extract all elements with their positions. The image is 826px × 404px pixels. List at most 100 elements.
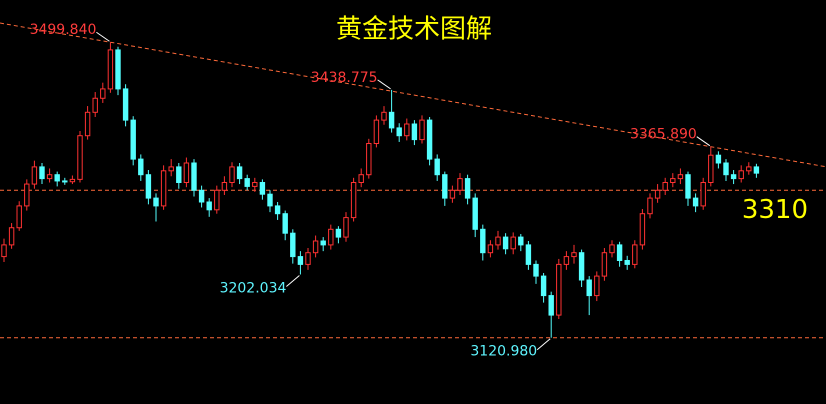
candle-body	[24, 183, 30, 207]
candle-body	[434, 158, 440, 176]
candle-body	[480, 228, 486, 254]
candle-body	[396, 127, 402, 137]
candle-body	[685, 174, 691, 199]
candle-body	[320, 240, 326, 246]
annotation-arrow	[696, 136, 711, 147]
candle-body	[335, 228, 342, 238]
candle-body	[464, 178, 471, 199]
candle-body	[533, 263, 539, 277]
candle-body	[472, 197, 478, 230]
candle-body	[84, 111, 91, 137]
candle-body	[411, 123, 418, 141]
candle-body	[145, 174, 152, 199]
candle-body	[723, 162, 729, 176]
candle-body	[495, 236, 501, 246]
candle-body	[274, 205, 281, 215]
candle-body	[16, 205, 22, 229]
candle-body	[647, 197, 653, 215]
candle-body	[662, 182, 668, 191]
candle-body	[502, 236, 509, 250]
candle-body	[654, 189, 661, 199]
annotation-arrow	[286, 275, 300, 287]
candle-body	[556, 263, 562, 316]
candle-body	[343, 217, 349, 238]
candle-body	[677, 174, 684, 180]
candle-body	[442, 174, 448, 199]
candle-body	[206, 201, 212, 211]
annotation-arrow	[377, 79, 391, 90]
candle-body	[692, 197, 699, 207]
candle-body	[115, 49, 121, 90]
candle-body	[753, 166, 760, 174]
candle-body	[449, 189, 456, 199]
annotation-label: 3120.980	[470, 344, 537, 360]
candle-body	[381, 111, 387, 121]
candle-body	[426, 119, 433, 160]
candle-body	[244, 178, 250, 187]
candle-body	[457, 178, 463, 191]
candle-body	[221, 182, 228, 191]
candle-body	[191, 162, 197, 191]
candle-body	[670, 178, 676, 184]
candle-body	[1, 244, 7, 258]
candle-body	[130, 119, 136, 160]
candle-body	[540, 275, 547, 297]
annotation-label: 3438.775	[311, 70, 378, 86]
candle-body	[586, 279, 592, 297]
candle-body	[69, 178, 76, 183]
annotation-arrow	[536, 338, 551, 351]
annotation-label: 3202.034	[220, 281, 287, 297]
candle-body	[236, 166, 243, 180]
chart-title: 黄金技术图解	[336, 15, 492, 45]
candle-body	[487, 244, 494, 254]
candle-body	[305, 252, 311, 265]
candle-body	[77, 135, 83, 180]
candle-body	[624, 259, 630, 265]
candle-body	[62, 180, 68, 183]
candle-body	[730, 174, 737, 180]
candle-body	[290, 232, 296, 258]
candle-body	[548, 295, 554, 316]
candle-body	[31, 166, 38, 185]
candle-body	[700, 182, 706, 207]
candle-body	[183, 162, 190, 184]
candle-body	[715, 154, 722, 164]
candle-body	[100, 88, 106, 99]
candle-body	[229, 166, 235, 184]
candle-body	[252, 182, 258, 187]
candle-body	[122, 88, 129, 121]
candle-body	[419, 119, 425, 141]
candle-body	[107, 49, 114, 90]
candle-body	[39, 166, 45, 180]
candle-body	[350, 182, 357, 219]
annotation-label: 3365.890	[630, 127, 697, 143]
annotation-label: 3499.840	[30, 22, 97, 38]
candle-body	[639, 213, 646, 246]
candle-body	[632, 244, 638, 265]
candle-body	[312, 240, 319, 254]
candle-body	[510, 236, 516, 250]
candle-body	[168, 166, 174, 172]
candle-body	[571, 252, 577, 258]
candle-body	[404, 123, 410, 137]
candle-body	[297, 256, 304, 265]
candle-body	[46, 174, 53, 180]
candle-body	[373, 119, 380, 145]
target-label: 3310	[742, 195, 808, 225]
candle-body	[578, 252, 585, 281]
candle-body	[601, 252, 608, 277]
candle-body	[54, 174, 60, 182]
candle-body	[282, 213, 288, 234]
candle-body	[153, 197, 159, 207]
candle-body	[176, 166, 182, 184]
candle-body	[616, 244, 623, 261]
candle-body	[198, 189, 205, 203]
candle-body	[738, 170, 744, 180]
candle-body	[594, 275, 600, 297]
candle-body	[563, 256, 570, 265]
candle-body	[366, 143, 372, 176]
candle-body	[138, 158, 144, 176]
candle-body	[358, 174, 364, 184]
candle-body	[8, 227, 15, 246]
